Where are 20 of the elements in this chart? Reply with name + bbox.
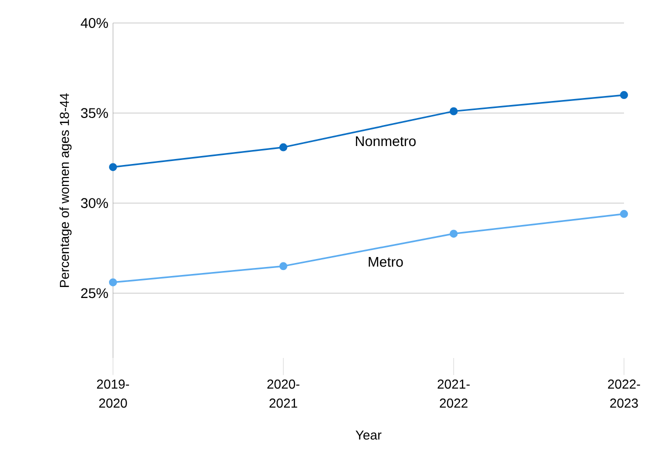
y-tick-label: 35% xyxy=(80,108,108,118)
y-tick-label: 25% xyxy=(81,288,108,298)
x-axis-title: Year xyxy=(356,430,382,440)
x-tick-label: 2022-2023 xyxy=(608,380,640,408)
point xyxy=(450,107,458,116)
point xyxy=(109,163,117,172)
point xyxy=(279,143,288,152)
point xyxy=(279,262,288,270)
point xyxy=(620,210,628,218)
point xyxy=(450,230,458,238)
point xyxy=(620,91,628,100)
y-axis-title: Percentage of women ages 18-44 xyxy=(59,93,72,287)
y-tick-label: 30% xyxy=(80,198,108,208)
point xyxy=(109,278,117,286)
series-label: Nonmetro xyxy=(356,136,416,146)
x-tick-label: 2020-2021 xyxy=(267,380,300,408)
x-tick-label: 2021-2022 xyxy=(438,380,470,408)
y-tick-label: 40% xyxy=(80,18,108,28)
series-label: Metro xyxy=(368,257,403,267)
x-tick-label: 2019-2020 xyxy=(97,380,130,408)
